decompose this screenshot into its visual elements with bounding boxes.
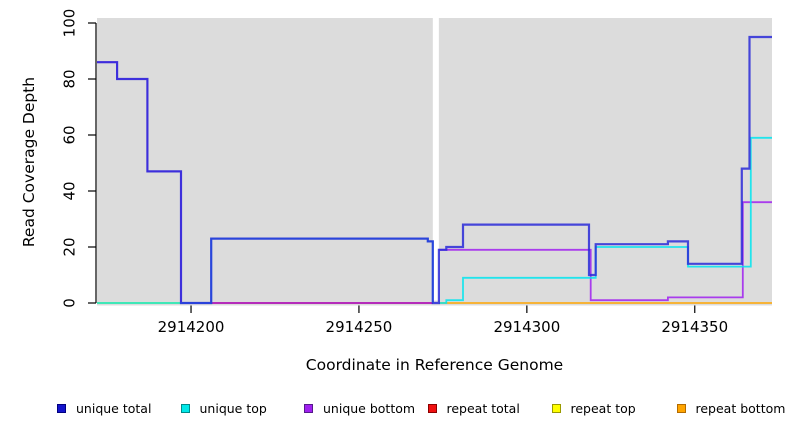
series-line-unique-total: [97, 35, 772, 305]
y-tick-label: 80: [61, 69, 79, 88]
y-tick-label: 0: [61, 298, 79, 308]
coverage-gap: [432, 18, 439, 301]
y-axis-title: Read Coverage Depth: [20, 76, 38, 248]
legend-item-unique-top: unique top: [180, 399, 267, 417]
legend-swatch-icon: [676, 403, 686, 413]
y-tick-label: 20: [61, 237, 79, 256]
legend-label: repeat top: [570, 400, 636, 416]
legend-item-unique-bottom: unique bottom: [304, 399, 415, 417]
legend-label: unique total: [76, 400, 152, 416]
legend-label: unique bottom: [323, 400, 416, 416]
x-tick-label: 2914300: [493, 318, 560, 336]
legend-item-unique-total: unique total: [57, 399, 151, 417]
legend-item-repeat-top: repeat top: [551, 399, 636, 417]
x-tick-label: 2914250: [326, 318, 393, 336]
legend-label: repeat bottom: [695, 400, 786, 416]
legend-swatch-icon: [427, 403, 437, 413]
legend-swatch-icon: [57, 403, 66, 413]
chart-legend: unique total unique top unique bottom repea…: [0, 399, 792, 421]
y-tick-label: 60: [61, 125, 79, 144]
legend-label: repeat total: [446, 400, 520, 416]
y-tick-label: 100: [61, 9, 79, 38]
legend-label: unique top: [199, 400, 267, 416]
x-axis-title: Coordinate in Reference Genome: [305, 356, 564, 374]
legend-swatch-icon: [551, 403, 561, 413]
legend-swatch-icon: [180, 403, 190, 413]
legend-swatch-icon: [304, 403, 313, 413]
x-tick-label: 2914350: [661, 318, 728, 336]
legend-item-repeat-total: repeat total: [427, 399, 520, 417]
x-tick-label: 2914200: [158, 318, 225, 336]
y-tick-label: 40: [61, 181, 79, 200]
legend-item-repeat-bottom: repeat bottom: [676, 399, 786, 417]
